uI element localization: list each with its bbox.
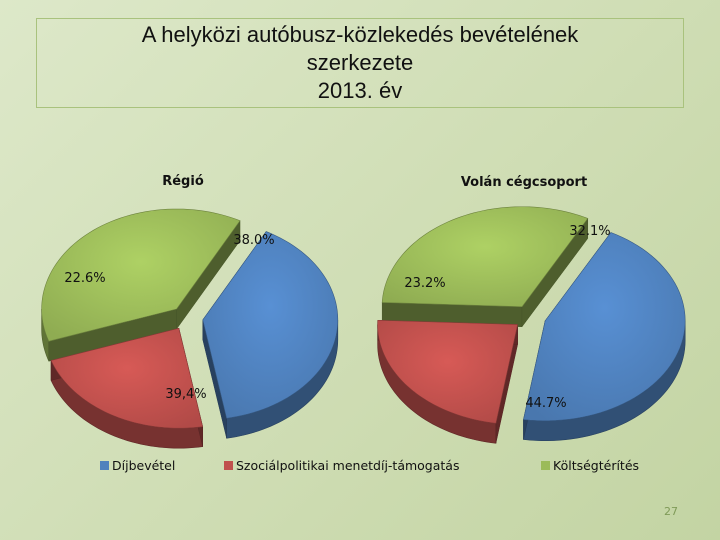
legend-item-koltsegterites: Költségtérítés: [541, 458, 639, 473]
legend-swatch-szocialpolitikai: [224, 461, 233, 470]
pie-slice-költségtérítés: [381, 206, 589, 308]
data-label: 38.0%: [233, 233, 274, 248]
pie-chart-1: Volán cégcsoport 44.7% 23.2% 32.1%: [377, 175, 686, 444]
title-line-2: szerkezete: [306, 50, 414, 75]
legend-swatch-koltsegterites: [541, 461, 550, 470]
pie-chart-0: Régió 39,4% 22.6% 38.0%: [41, 174, 339, 449]
legend-item-szocialpolitikai: Szociálpolitikai menetdíj-támogatás: [224, 458, 459, 473]
legend-swatch-dijbevetel: [100, 461, 109, 470]
data-label: 32.1%: [569, 224, 610, 239]
legend-label: Díjbevétel: [112, 458, 176, 473]
data-label: 22.6%: [64, 271, 105, 286]
title-line-1: A helyközi autóbusz-közlekedés bevételén…: [141, 22, 579, 47]
legend: Díjbevétel Szociálpolitikai menetdíj-tám…: [100, 458, 660, 478]
pie-slice-szociálpolitikai: [50, 327, 204, 429]
legend-item-dijbevetel: Díjbevétel: [100, 458, 175, 473]
slide-title: A helyközi autóbusz-közlekedés bevételén…: [36, 18, 684, 108]
legend-label: Költségtérítés: [553, 458, 640, 473]
pie-title: Volán cégcsoport: [461, 175, 587, 190]
legend-label: Szociálpolitikai menetdíj-támogatás: [236, 458, 460, 473]
pie-slice-szociálpolitikai: [377, 319, 518, 424]
pie-slice-költségtérítés: [41, 208, 241, 342]
pie-slice-díjbevétel: [523, 232, 686, 422]
pie-slice-díjbevétel: [202, 231, 339, 419]
title-line-3: 2013. év: [317, 78, 403, 103]
data-label: 39,4%: [165, 387, 206, 402]
page-number: 27: [664, 505, 678, 518]
data-label: 23.2%: [404, 276, 445, 291]
data-label: 44.7%: [525, 396, 566, 411]
pie-title: Régió: [162, 174, 204, 189]
